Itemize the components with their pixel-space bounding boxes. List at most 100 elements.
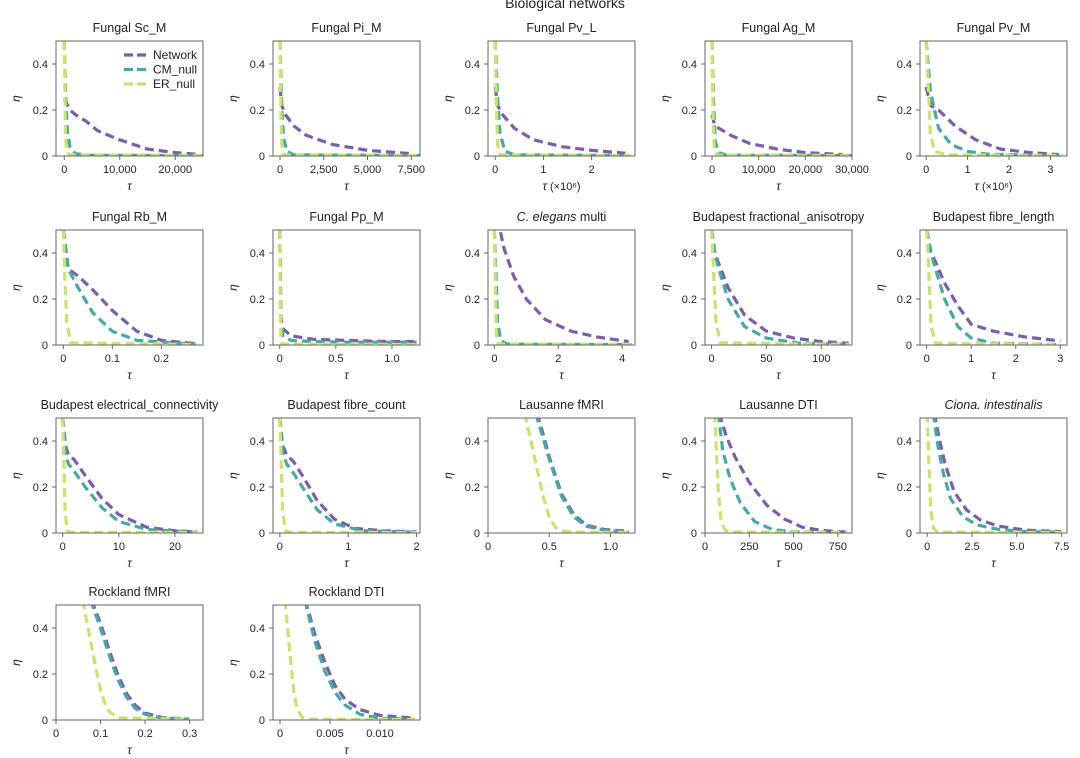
chart-fungal-pv-m-xtick-label: 3 bbox=[1047, 164, 1053, 176]
chart-budapest-fibre-length-xlabel: τ bbox=[991, 368, 997, 382]
chart-rockland-dti-xtick-label: 0.005 bbox=[316, 728, 344, 740]
chart-budapest-fibre-length-ytick-label: 0.2 bbox=[897, 294, 912, 306]
chart-ciona-intestinalis-frame bbox=[919, 417, 1068, 534]
chart-budapest-fibre-length-ylabel: η bbox=[873, 284, 887, 291]
chart-fungal-ag-m-frame bbox=[704, 40, 853, 157]
chart-fungal-pv-l-series-network bbox=[493, 86, 626, 155]
chart-fungal-pp-m-xtick-label: 1.0 bbox=[384, 353, 399, 365]
chart-lausanne-dti-ytick-label: 0 bbox=[691, 528, 697, 540]
chart-c-elegans-multi-series-cm-null bbox=[492, 230, 632, 345]
chart-fungal-pi-m-ylabel: η bbox=[226, 95, 240, 102]
chart-budapest-fibre-count-ytick-label: 0.4 bbox=[250, 436, 265, 448]
chart-lausanne-fmri-ytick-label: 0.2 bbox=[465, 482, 480, 494]
chart-rockland-fmri-series-cm-null bbox=[90, 605, 190, 720]
chart-ciona-intestinalis-title: Ciona. intestinalis bbox=[945, 398, 1043, 412]
chart-rockland-fmri-xtick-label: 0.2 bbox=[137, 728, 152, 740]
chart-fungal-pi-m-title: Fungal Pi_M bbox=[311, 21, 381, 35]
chart-budapest-electrical-connectivity-xtick-label: 10 bbox=[113, 541, 125, 553]
chart-lausanne-fmri-series-cm-null bbox=[535, 418, 630, 533]
chart-budapest-fibre-count-title: Budapest fibre_count bbox=[287, 398, 406, 412]
chart-fungal-pi-m-series-network bbox=[278, 86, 412, 156]
chart-budapest-fibre-length-series-network bbox=[925, 230, 1061, 343]
chart-budapest-fibre-length-xtick-label: 1 bbox=[968, 353, 974, 365]
chart-rockland-dti: Rockland DTI 0 0.2 0.4 0 0.005 0.010 τ η bbox=[226, 585, 421, 757]
chart-ciona-intestinalis-xtick-label: 5.0 bbox=[1009, 541, 1024, 553]
chart-ciona-intestinalis-xtick-label: 7.5 bbox=[1054, 541, 1069, 553]
chart-fungal-rb-m-plot-area bbox=[61, 230, 196, 345]
chart-rockland-dti-xlabel: τ bbox=[344, 743, 350, 757]
chart-fungal-pp-m-series-er-null bbox=[278, 230, 417, 345]
chart-fungal-ag-m-series-er-null bbox=[710, 41, 852, 156]
chart-rockland-fmri-ytick-label: 0.4 bbox=[33, 623, 48, 635]
chart-fungal-pi-m-plot-area bbox=[278, 41, 420, 156]
chart-rockland-dti-xtick-label: 0 bbox=[277, 728, 283, 740]
chart-fungal-ag-m: Fungal Ag_M 0 0.2 0.4 0 10,000 20,000 30,000 τ η bbox=[658, 21, 869, 193]
chart-fungal-pv-m-xlabel: τ (×10⁶) bbox=[974, 179, 1012, 193]
chart-fungal-pv-l-xtick-label: 1 bbox=[540, 164, 546, 176]
chart-ciona-intestinalis-series-cm-null bbox=[932, 418, 1062, 533]
chart-c-elegans-multi-series-network bbox=[498, 230, 629, 344]
chart-c-elegans-multi-xlabel: τ bbox=[559, 368, 565, 382]
chart-budapest-electrical-connectivity-series-er-null bbox=[61, 418, 198, 533]
chart-budapest-fibre-count-xlabel: τ bbox=[344, 556, 350, 570]
chart-budapest-fractional-anisotropy-frame bbox=[704, 229, 853, 346]
chart-budapest-fibre-length-xtick-label: 3 bbox=[1057, 353, 1063, 365]
chart-fungal-pp-m-xtick-label: 0.5 bbox=[328, 353, 343, 365]
chart-rockland-fmri-frame bbox=[55, 604, 204, 721]
chart-rockland-dti-xtick-label: 0.010 bbox=[366, 728, 394, 740]
chart-fungal-pv-m-plot-area bbox=[924, 41, 1063, 156]
chart-rockland-dti-series-er-null bbox=[283, 605, 416, 720]
chart-lausanne-fmri-ytick-label: 0 bbox=[474, 528, 480, 540]
chart-budapest-fibre-length-ytick-label: 0.4 bbox=[897, 248, 912, 260]
chart-fungal-pi-m: Fungal Pi_M 0 0.2 0.4 0 2,500 5,000 7,500 τ η bbox=[226, 21, 425, 193]
legend-label-network: Network bbox=[153, 48, 198, 62]
chart-lausanne-dti-title: Lausanne DTI bbox=[739, 398, 818, 412]
chart-budapest-electrical-connectivity-ylabel: η bbox=[9, 472, 23, 479]
chart-lausanne-fmri-ytick-label: 0.4 bbox=[465, 436, 480, 448]
chart-fungal-rb-m-ylabel: η bbox=[9, 284, 23, 291]
chart-fungal-pv-m-xtick-label: 2 bbox=[1006, 164, 1012, 176]
chart-budapest-electrical-connectivity: Budapest electrical_connectivity 0 0.2 0.4 0… bbox=[9, 398, 219, 570]
chart-fungal-pv-l-series-cm-null bbox=[493, 41, 631, 156]
chart-fungal-rb-m-title: Fungal Rb_M bbox=[92, 210, 167, 224]
chart-rockland-fmri-xlabel: τ bbox=[127, 743, 133, 757]
chart-fungal-pv-l-title: Fungal Pv_L bbox=[526, 21, 596, 35]
chart-fungal-pi-m-ytick-label: 0 bbox=[259, 151, 265, 163]
chart-fungal-sc-m-xtick-label: 20,000 bbox=[158, 164, 192, 176]
figure-title: Biological networks bbox=[505, 0, 625, 11]
chart-budapest-fibre-length-frame bbox=[919, 229, 1068, 346]
chart-budapest-fractional-anisotropy-ytick-label: 0.2 bbox=[682, 294, 697, 306]
chart-rockland-fmri-title: Rockland fMRI bbox=[89, 585, 171, 599]
chart-fungal-pv-l-ytick-label: 0.2 bbox=[465, 105, 480, 117]
chart-c-elegans-multi-ylabel: η bbox=[441, 284, 455, 291]
chart-budapest-fibre-count-series-network bbox=[278, 418, 417, 533]
chart-rockland-fmri-ytick-label: 0 bbox=[42, 715, 48, 727]
chart-rockland-fmri-series-network bbox=[91, 605, 190, 720]
chart-rockland-dti-ylabel: η bbox=[226, 659, 240, 666]
chart-fungal-pp-m-title: Fungal Pp_M bbox=[309, 210, 383, 224]
panels-container: Fungal Sc_M 0 0.2 0.4 0 10,000 20,000 τ η Network… bbox=[9, 21, 1069, 757]
chart-fungal-pv-m-series-cm-null bbox=[924, 41, 1063, 156]
chart-budapest-fibre-count-ylabel: η bbox=[226, 472, 240, 479]
chart-c-elegans-multi-xtick-label: 4 bbox=[619, 353, 625, 365]
chart-lausanne-fmri-xtick-label: 0 bbox=[485, 541, 491, 553]
chart-c-elegans-multi-ytick-label: 0 bbox=[474, 340, 480, 352]
chart-fungal-pv-m-xtick-label: 1 bbox=[965, 164, 971, 176]
chart-lausanne-fmri: Lausanne fMRI 0 0.2 0.4 0 0.5 1.0 τ η bbox=[441, 398, 636, 570]
chart-fungal-sc-m-frame bbox=[55, 40, 204, 157]
chart-budapest-electrical-connectivity-frame bbox=[55, 417, 204, 534]
chart-ciona-intestinalis-series-er-null bbox=[925, 418, 1062, 533]
chart-budapest-electrical-connectivity-xlabel: τ bbox=[127, 556, 133, 570]
chart-fungal-rb-m: Fungal Rb_M 0 0.2 0.4 0 0.1 0.2 τ η bbox=[9, 210, 204, 382]
chart-ciona-intestinalis-series-network bbox=[933, 418, 1062, 533]
chart-ciona-intestinalis-ytick-label: 0.4 bbox=[897, 436, 912, 448]
chart-lausanne-dti-series-cm-null bbox=[717, 418, 847, 533]
chart-budapest-fibre-count-xtick-label: 1 bbox=[345, 541, 351, 553]
chart-fungal-pv-m-ytick-label: 0 bbox=[906, 151, 912, 163]
chart-fungal-pi-m-xtick-label: 5,000 bbox=[354, 164, 382, 176]
chart-budapest-fractional-anisotropy-xtick-label: 100 bbox=[812, 353, 830, 365]
chart-budapest-electrical-connectivity-title: Budapest electrical_connectivity bbox=[41, 398, 220, 412]
chart-lausanne-dti-xtick-label: 750 bbox=[829, 541, 847, 553]
chart-rockland-fmri-plot-area bbox=[81, 605, 190, 720]
chart-budapest-fibre-length-title: Budapest fibre_length bbox=[933, 210, 1055, 224]
